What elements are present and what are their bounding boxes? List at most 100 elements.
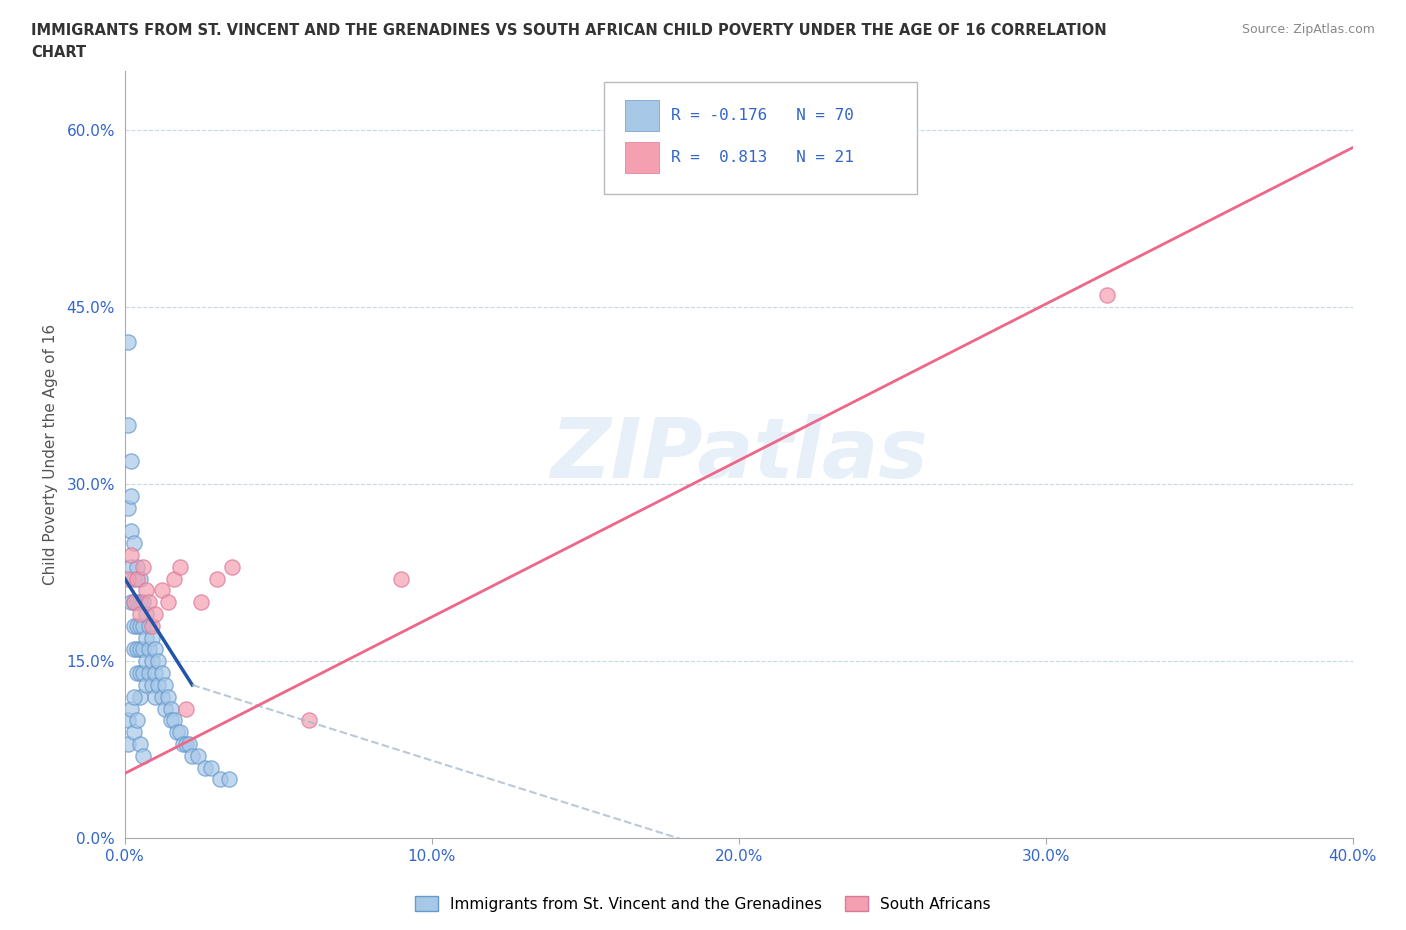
Point — [141, 631, 163, 645]
Point — [159, 713, 181, 728]
Point — [117, 418, 139, 432]
Point — [190, 595, 212, 610]
Point — [181, 749, 204, 764]
Point — [129, 571, 152, 586]
Point — [120, 548, 142, 563]
Point — [138, 595, 160, 610]
Text: CHART: CHART — [31, 45, 86, 60]
Point — [117, 571, 139, 586]
Point — [125, 571, 148, 586]
Text: R =  0.813   N = 21: R = 0.813 N = 21 — [671, 150, 853, 165]
Point — [150, 583, 173, 598]
Point — [141, 618, 163, 633]
Point — [138, 666, 160, 681]
Text: ZIPatlas: ZIPatlas — [550, 414, 928, 495]
Point — [159, 701, 181, 716]
Point — [169, 559, 191, 574]
Point — [221, 559, 243, 574]
Point — [120, 524, 142, 538]
Point — [132, 749, 155, 764]
Point — [132, 666, 155, 681]
Point — [172, 737, 194, 751]
Point — [179, 737, 201, 751]
Point — [163, 571, 186, 586]
Point — [125, 559, 148, 574]
Point — [129, 642, 152, 657]
Point — [122, 618, 145, 633]
Point — [138, 618, 160, 633]
Point — [1095, 287, 1118, 302]
Point — [145, 642, 167, 657]
Point — [129, 666, 152, 681]
Text: Source: ZipAtlas.com: Source: ZipAtlas.com — [1241, 23, 1375, 36]
Point — [122, 689, 145, 704]
Point — [153, 701, 176, 716]
Point — [129, 618, 152, 633]
Point — [156, 595, 179, 610]
Point — [141, 677, 163, 692]
Point — [120, 595, 142, 610]
Point — [120, 559, 142, 574]
FancyBboxPatch shape — [603, 83, 917, 193]
Point — [389, 571, 412, 586]
Point — [125, 642, 148, 657]
Point — [135, 654, 157, 669]
Point — [132, 559, 155, 574]
FancyBboxPatch shape — [624, 100, 659, 131]
Point — [163, 713, 186, 728]
Point — [120, 453, 142, 468]
Point — [153, 677, 176, 692]
Point — [122, 595, 145, 610]
Point — [166, 724, 188, 739]
Point — [174, 737, 197, 751]
Point — [205, 571, 228, 586]
Point — [122, 595, 145, 610]
Text: R = -0.176   N = 70: R = -0.176 N = 70 — [671, 108, 853, 123]
Point — [150, 666, 173, 681]
Text: IMMIGRANTS FROM ST. VINCENT AND THE GRENADINES VS SOUTH AFRICAN CHILD POVERTY UN: IMMIGRANTS FROM ST. VINCENT AND THE GREN… — [31, 23, 1107, 38]
Point — [218, 772, 240, 787]
Point — [122, 642, 145, 657]
Point — [135, 631, 157, 645]
Point — [148, 654, 170, 669]
Point — [129, 689, 152, 704]
Point — [129, 595, 152, 610]
Point — [129, 737, 152, 751]
Point — [141, 654, 163, 669]
Point — [148, 677, 170, 692]
Point — [174, 701, 197, 716]
Point — [125, 713, 148, 728]
Point — [156, 689, 179, 704]
Point — [129, 606, 152, 621]
Point — [135, 677, 157, 692]
Point — [125, 618, 148, 633]
Point — [138, 642, 160, 657]
Point — [132, 642, 155, 657]
Point — [125, 666, 148, 681]
Point — [145, 606, 167, 621]
Point — [145, 689, 167, 704]
Point — [117, 500, 139, 515]
Point — [122, 724, 145, 739]
Point — [135, 583, 157, 598]
FancyBboxPatch shape — [624, 142, 659, 173]
Point — [117, 335, 139, 350]
Point — [122, 571, 145, 586]
Point — [187, 749, 209, 764]
Point — [135, 606, 157, 621]
Point — [200, 760, 222, 775]
Point — [145, 666, 167, 681]
Point — [122, 536, 145, 551]
Point — [120, 488, 142, 503]
Point — [132, 595, 155, 610]
Point — [117, 713, 139, 728]
Point — [169, 724, 191, 739]
Point — [208, 772, 231, 787]
Point — [117, 737, 139, 751]
Point — [193, 760, 215, 775]
Point — [125, 595, 148, 610]
Y-axis label: Child Poverty Under the Age of 16: Child Poverty Under the Age of 16 — [44, 324, 58, 585]
Legend: Immigrants from St. Vincent and the Grenadines, South Africans: Immigrants from St. Vincent and the Gren… — [409, 889, 997, 918]
Point — [120, 701, 142, 716]
Point — [132, 618, 155, 633]
